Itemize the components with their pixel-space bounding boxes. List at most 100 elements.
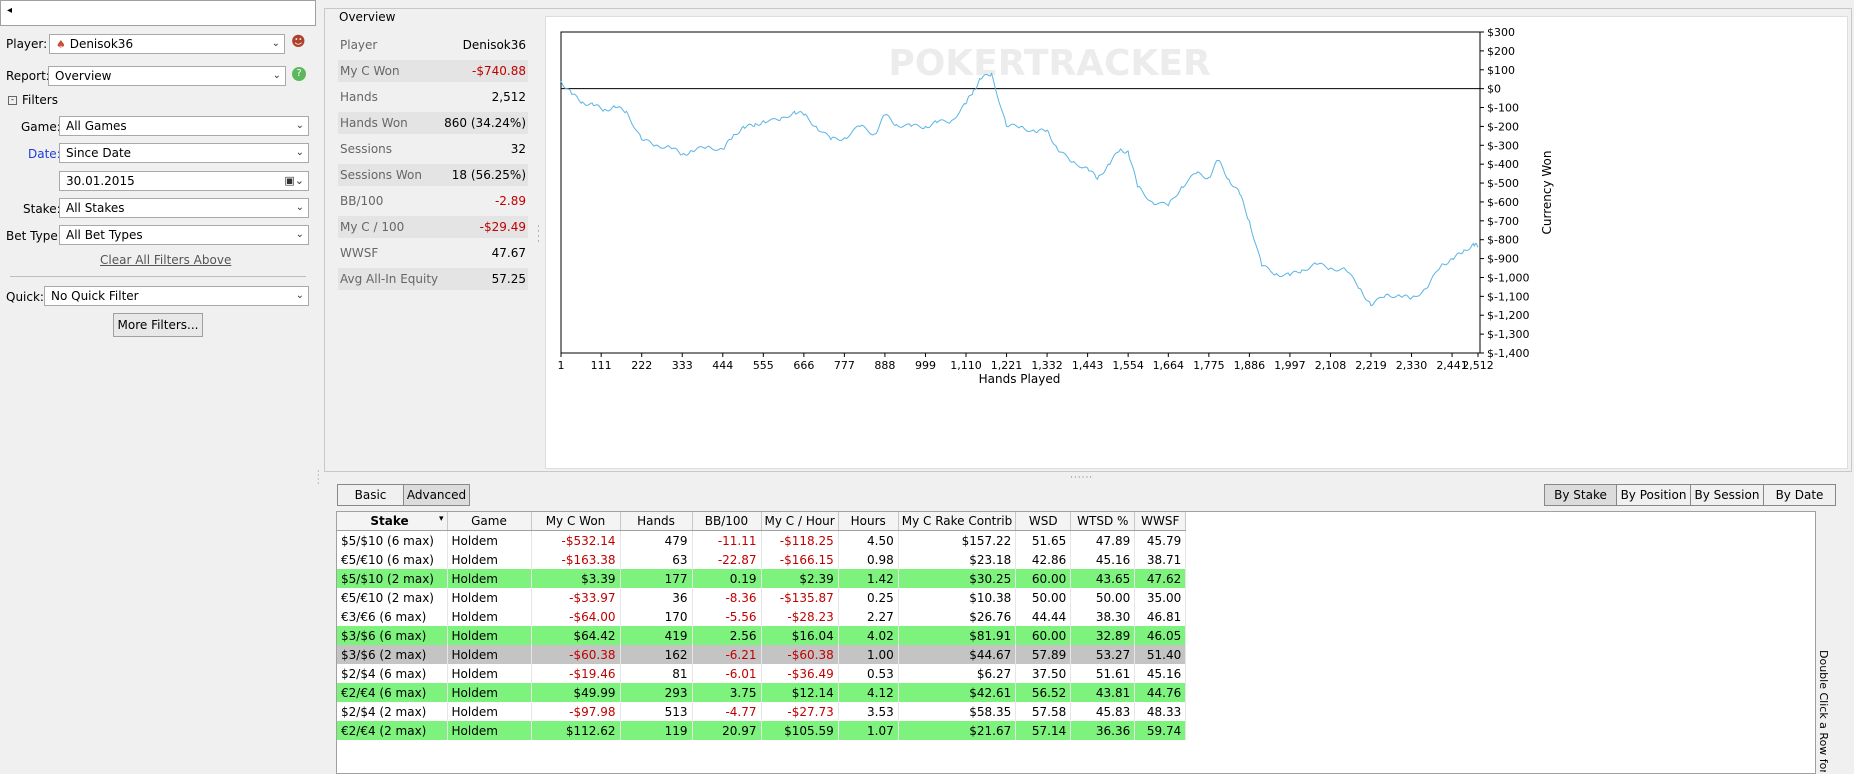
column-header[interactable]: My C Rake Contrib	[898, 512, 1017, 531]
tab-advanced[interactable]: Advanced	[403, 484, 470, 506]
chevron-down-icon: ⌄	[295, 147, 304, 158]
table-cell: 46.81	[1134, 607, 1187, 626]
x-tick-label: 666	[793, 359, 814, 372]
table-cell: 50.00	[1015, 588, 1072, 607]
column-header[interactable]: WWSF	[1134, 512, 1187, 531]
table-cell: -6.01	[692, 664, 762, 683]
quick-filter-select[interactable]: No Quick Filter ⌄	[44, 286, 309, 306]
collapse-bar[interactable]: ◂	[0, 0, 316, 26]
table-row[interactable]: €2/€4 (2 max) Holdem $112.62 119 20.97 $105.5…	[337, 721, 1187, 740]
sort-desc-icon[interactable]: ▾	[438, 514, 444, 524]
table-cell: 63	[620, 550, 693, 569]
summary-row: Sessions Won 18 (56.25%)	[338, 164, 528, 186]
collapse-filters-icon[interactable]: -	[8, 96, 17, 105]
more-filters-button[interactable]: More Filters...	[113, 313, 203, 337]
table-row[interactable]: $5/$10 (2 max) Holdem $3.39 177 0.19 $2.39 1.4…	[337, 569, 1187, 588]
column-header[interactable]: Hours	[838, 512, 899, 531]
y-tick-label: $300	[1487, 26, 1515, 39]
table-row[interactable]: $2/$4 (2 max) Holdem -$97.98 513 -4.77 -$27.7…	[337, 702, 1187, 721]
horizontal-grip-icon[interactable]: ······	[1070, 473, 1094, 483]
plot-frame	[560, 31, 1481, 354]
table-cell: 20.97	[692, 721, 762, 740]
column-header[interactable]: WTSD %	[1070, 512, 1136, 531]
report-select[interactable]: Overview ⌄	[48, 66, 286, 86]
x-tick-label: 2,219	[1355, 359, 1387, 372]
table-cell: $30.25	[898, 569, 1017, 588]
table-cell: 119	[620, 721, 693, 740]
collapse-arrow-icon[interactable]: ◂	[7, 5, 13, 16]
table-cell: €5/€10 (6 max)	[337, 550, 448, 569]
table-cell: $2/$4 (2 max)	[337, 702, 448, 721]
tab-by-date[interactable]: By Date	[1763, 484, 1836, 506]
date-select[interactable]: Since Date ⌄	[59, 143, 309, 163]
column-header[interactable]: Game	[447, 512, 532, 531]
table-row[interactable]: €5/€10 (2 max) Holdem -$33.97 36 -8.36 -$135.…	[337, 588, 1187, 607]
chevron-down-icon: ⌄	[295, 202, 304, 213]
table-cell: 60.00	[1015, 626, 1072, 645]
date-label[interactable]: Date:	[28, 147, 61, 161]
table-row[interactable]: $3/$6 (2 max) Holdem -$60.38 162 -6.21 -$60.3…	[337, 645, 1187, 664]
column-header[interactable]: My C / Hour	[761, 512, 839, 531]
table-cell: 2.27	[838, 607, 899, 626]
tab-by-session[interactable]: By Session	[1690, 484, 1764, 506]
tab-by-position[interactable]: By Position	[1616, 484, 1691, 506]
vertical-splitter[interactable]: · · · ·	[316, 0, 322, 772]
column-header[interactable]: Stake ▾	[337, 512, 448, 531]
table-row[interactable]: €3/€6 (6 max) Holdem -$64.00 170 -5.56 -$28.2…	[337, 607, 1187, 626]
summary-row: BB/100 -2.89	[338, 190, 528, 212]
x-tick-label: 1,997	[1274, 359, 1306, 372]
x-tick-label: 1,221	[991, 359, 1023, 372]
bettype-value: All Bet Types	[66, 228, 143, 242]
tab-by-stake[interactable]: By Stake	[1544, 484, 1617, 506]
table-row[interactable]: $2/$4 (6 max) Holdem -$19.46 81 -6.01 -$36.49…	[337, 664, 1187, 683]
player-select[interactable]: ♠ Denisok36 ⌄	[49, 34, 285, 54]
y-tick-label: $-1,400	[1487, 347, 1529, 360]
x-tick-label: 1,554	[1112, 359, 1144, 372]
clear-filters-link[interactable]: Clear All Filters Above	[100, 253, 232, 267]
column-header[interactable]: Hands	[620, 512, 693, 531]
stake-value: All Stakes	[66, 201, 125, 215]
y-tick-label: $-1,300	[1487, 328, 1529, 341]
summary-key: BB/100	[340, 194, 384, 208]
table-cell: -$135.87	[761, 588, 839, 607]
x-tick-label: 888	[874, 359, 895, 372]
column-header[interactable]: BB/100	[692, 512, 762, 531]
x-tick-label: 333	[672, 359, 693, 372]
table-cell: -$163.38	[531, 550, 621, 569]
bettype-select[interactable]: All Bet Types ⌄	[59, 225, 309, 245]
summary-key: Player	[340, 38, 378, 52]
table-cell: $105.59	[761, 721, 839, 740]
x-tick-label: 999	[915, 359, 936, 372]
table-row[interactable]: $3/$6 (6 max) Holdem $64.42 419 2.56 $16.04 4.…	[337, 626, 1187, 645]
tab-basic[interactable]: Basic	[337, 484, 404, 506]
table-cell: -$36.49	[761, 664, 839, 683]
watermark-text: POKERTRACKER	[888, 43, 1210, 84]
summary-key: Hands	[340, 90, 378, 104]
table-cell: 3.53	[838, 702, 899, 721]
quick-value: No Quick Filter	[51, 289, 139, 303]
column-header[interactable]: My C Won	[531, 512, 621, 531]
column-header[interactable]: WSD	[1015, 512, 1072, 531]
table-row[interactable]: €2/€4 (6 max) Holdem $49.99 293 3.75 $12.14 4.…	[337, 683, 1187, 702]
stake-select[interactable]: All Stakes ⌄	[59, 198, 309, 218]
help-icon[interactable]: ?	[292, 67, 306, 81]
calendar-icon[interactable]: ▣⌄	[284, 174, 304, 187]
x-tick-label: 2,108	[1315, 359, 1347, 372]
table-cell: 57.58	[1015, 702, 1072, 721]
chevron-down-icon: ⌄	[272, 70, 281, 81]
chart-area: POKERTRACKER 1 111 222 333 444 555 666 777 888 999…	[545, 16, 1848, 469]
table-cell: 3.75	[692, 683, 762, 702]
table-cell: 32.89	[1070, 626, 1136, 645]
table-cell: 1.42	[838, 569, 899, 588]
summary-grip-icon[interactable]: · · · ·	[537, 222, 540, 247]
table-cell: 36.36	[1070, 721, 1136, 740]
table-row[interactable]: $5/$10 (6 max) Holdem -$532.14 479 -11.11 -$1…	[337, 530, 1187, 550]
table-cell: -$28.23	[761, 607, 839, 626]
game-select[interactable]: All Games ⌄	[59, 116, 309, 136]
summary-row: My C / 100 -$29.49	[338, 216, 528, 238]
table-cell: -$60.38	[761, 645, 839, 664]
player-settings-icon[interactable]: ☻	[291, 34, 306, 50]
table-row[interactable]: €5/€10 (6 max) Holdem -$163.38 63 -22.87 -$16…	[337, 550, 1187, 569]
divider	[10, 276, 306, 277]
date-input[interactable]: 30.01.2015 ▣⌄	[59, 171, 309, 191]
